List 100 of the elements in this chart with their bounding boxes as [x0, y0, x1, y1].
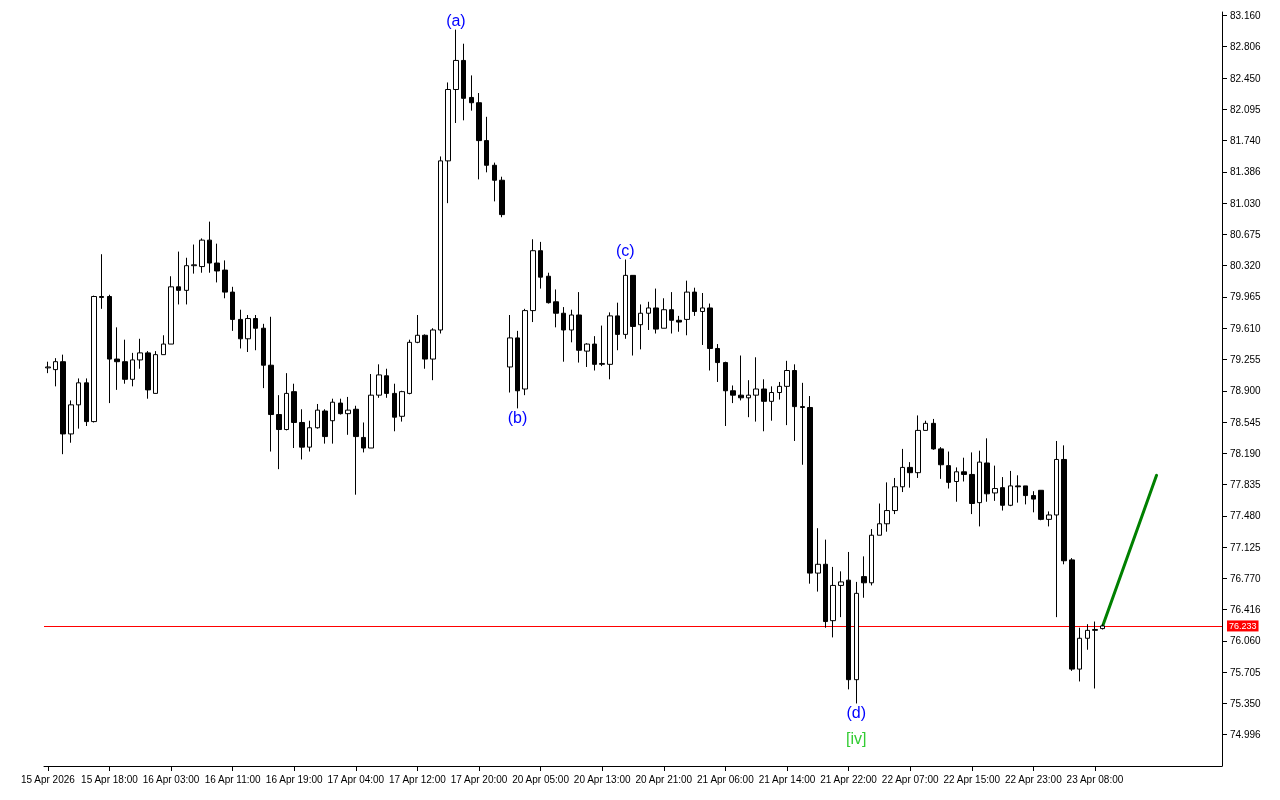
- y-tick-label: 74.996: [1230, 729, 1262, 741]
- x-tick-label: 22 Apr 07:00: [881, 773, 939, 785]
- candlestick: [114, 326, 120, 391]
- candlestick: [1023, 485, 1028, 505]
- candlestick: [476, 92, 482, 180]
- candlestick: [1092, 621, 1098, 689]
- candlestick: [676, 315, 682, 333]
- x-tick-label: 16 Apr 19:00: [265, 773, 324, 785]
- candlestick: [207, 221, 212, 274]
- candlestick: [299, 408, 305, 460]
- x-tick-label: 22 Apr 15:00: [943, 773, 1001, 785]
- candlestick: [877, 503, 882, 536]
- candlestick: [407, 339, 412, 395]
- y-tick-label: 77.125: [1230, 541, 1262, 553]
- y-tick-label: 78.190: [1230, 447, 1262, 459]
- candlestick: [546, 272, 551, 305]
- y-tick-label: 83.160: [1230, 10, 1262, 22]
- y-tick-label: 76.060: [1230, 635, 1262, 647]
- candlestick: [461, 43, 466, 121]
- y-tick-label: 82.450: [1230, 72, 1262, 84]
- candlestick: [1008, 470, 1013, 507]
- candlestick: [1046, 510, 1052, 527]
- candlestick: [376, 363, 382, 399]
- candlestick: [931, 418, 936, 451]
- x-tick-label: 16 Apr 03:00: [142, 773, 200, 785]
- y-tick-label: 79.255: [1230, 353, 1262, 365]
- candlestick: [969, 451, 975, 515]
- candlestick: [607, 311, 613, 380]
- candlestick: [661, 297, 667, 329]
- candlestick: [1085, 623, 1090, 651]
- candlestick: [445, 81, 451, 204]
- candlestick: [746, 379, 751, 418]
- candlestick: [392, 383, 397, 432]
- candlestick: [345, 396, 351, 436]
- candlestick: [1077, 627, 1082, 682]
- candlestick: [130, 352, 135, 387]
- candlestick: [592, 335, 597, 371]
- candlestick: [684, 280, 690, 336]
- candlestick: [938, 446, 944, 480]
- candlestick: [992, 465, 998, 502]
- candlestick: [823, 539, 828, 629]
- x-tick-label: 17 Apr 20:00: [450, 773, 508, 785]
- candlestick: [361, 421, 366, 453]
- candlestick: [807, 395, 813, 585]
- candlestick: [615, 302, 620, 351]
- candlestick: [245, 314, 251, 353]
- candlestick: [122, 339, 128, 385]
- x-tick-label: 20 Apr 21:00: [635, 773, 693, 785]
- candlestick: [184, 257, 189, 305]
- candlestick: [707, 303, 713, 371]
- candlestick: [692, 287, 697, 317]
- candlestick: [338, 398, 343, 416]
- candlestick: [854, 581, 859, 704]
- candlestick: [569, 309, 574, 343]
- candlestick: [507, 314, 513, 394]
- candlestick: [846, 551, 851, 690]
- candlestick: [815, 527, 821, 593]
- candlestick: [800, 382, 805, 466]
- candlestick: [715, 343, 720, 383]
- candlestick: [553, 288, 559, 328]
- candlestick: [984, 437, 990, 503]
- candlestick: [961, 457, 967, 482]
- x-tick-label: 21 Apr 14:00: [758, 773, 816, 785]
- candlestick: [230, 286, 235, 332]
- candlestick: [91, 295, 97, 423]
- y-tick-label: 79.965: [1230, 291, 1262, 303]
- candlestick: [830, 566, 836, 638]
- candlestick: [469, 74, 474, 112]
- candlestick: [1015, 474, 1021, 504]
- candlestick: [907, 461, 913, 489]
- y-tick-label: 79.610: [1230, 322, 1262, 334]
- candlestick: [576, 291, 582, 364]
- candlestick: [900, 448, 905, 493]
- candlestick: [330, 398, 335, 445]
- y-tick-label: 82.095: [1230, 103, 1262, 115]
- y-tick-label: 76.770: [1230, 572, 1262, 584]
- annotation: (d): [846, 703, 867, 721]
- candlestick: [492, 162, 497, 202]
- y-tick-label: 80.320: [1230, 260, 1262, 272]
- candlestick: [638, 303, 643, 350]
- candlestick: [422, 333, 428, 370]
- y-tick-label: 75.705: [1230, 666, 1262, 678]
- candlestick: [923, 420, 928, 431]
- candlestick: [68, 399, 74, 444]
- candlestick: [253, 314, 258, 351]
- candlestick: [238, 309, 243, 349]
- x-tick-label: 15 Apr 18:00: [81, 773, 139, 785]
- candlestick: [430, 327, 436, 381]
- candlestick: [784, 360, 790, 426]
- candlestick: [977, 450, 982, 527]
- x-tick-label: 20 Apr 05:00: [512, 773, 570, 785]
- candlestick: [700, 292, 705, 346]
- candlestick: [261, 323, 266, 389]
- y-tick-label: 81.386: [1230, 166, 1262, 178]
- candlestick: [137, 338, 143, 370]
- candlestick: [284, 372, 289, 431]
- annotation: (a): [446, 12, 466, 30]
- y-tick-label: 77.835: [1230, 479, 1262, 491]
- candlestick: [1038, 489, 1044, 521]
- candlestick: [861, 555, 867, 599]
